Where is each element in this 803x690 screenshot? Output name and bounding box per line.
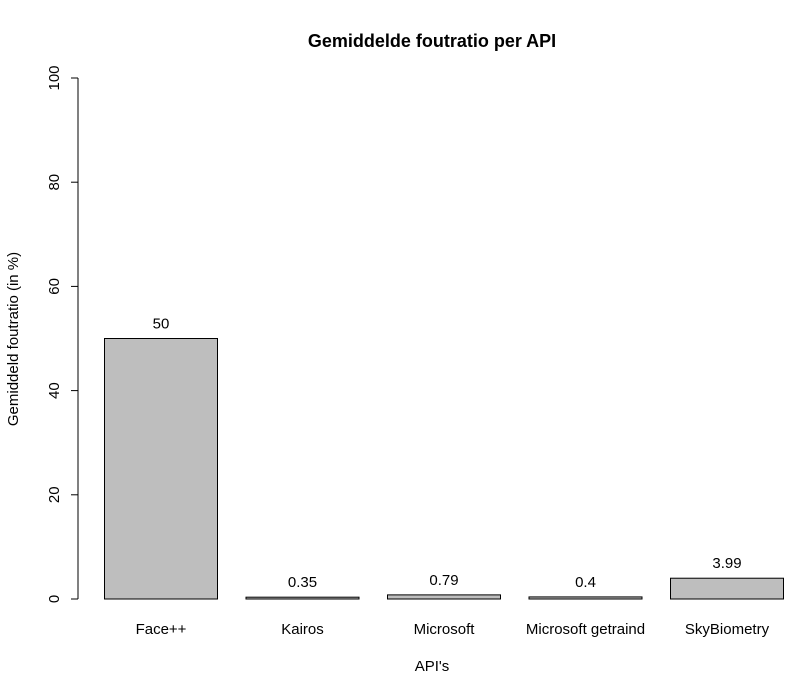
- x-axis-label: API's: [415, 658, 450, 675]
- bar-value-label: 50: [153, 316, 170, 333]
- chart-title: Gemiddelde foutratio per API: [308, 31, 556, 51]
- bar: [387, 594, 501, 600]
- y-tick-label: 80: [46, 174, 63, 191]
- bar: [670, 577, 784, 600]
- category-label: Face++: [136, 621, 187, 638]
- y-tick-label: 20: [46, 486, 63, 503]
- value-labels: 50 0.35 0.79 0.4 3.99: [153, 316, 742, 592]
- category-label: Microsoft: [414, 621, 476, 638]
- y-tick-label: 60: [46, 278, 63, 295]
- bar-value-label: 0.35: [288, 574, 317, 591]
- y-axis: 0 20 40 60 80 100: [46, 65, 79, 603]
- bar-value-label: 3.99: [712, 555, 741, 572]
- bar-value-label: 0.79: [429, 572, 458, 589]
- category-label: Kairos: [281, 621, 324, 638]
- y-tick-label: 40: [46, 382, 63, 399]
- bars: [104, 338, 784, 600]
- category-label: Microsoft getraind: [526, 621, 645, 638]
- y-axis-label: Gemiddeld foutratio (in %): [5, 252, 22, 426]
- category-labels: Face++ Kairos Microsoft Microsoft getraind S…: [136, 621, 770, 638]
- category-label: SkyBiometry: [685, 621, 770, 638]
- bar: [245, 596, 360, 600]
- y-tick-label: 0: [46, 595, 63, 603]
- y-tick-label: 100: [46, 65, 63, 90]
- bar-value-label: 0.4: [575, 574, 596, 591]
- bar: [104, 338, 218, 600]
- bar: [528, 596, 643, 600]
